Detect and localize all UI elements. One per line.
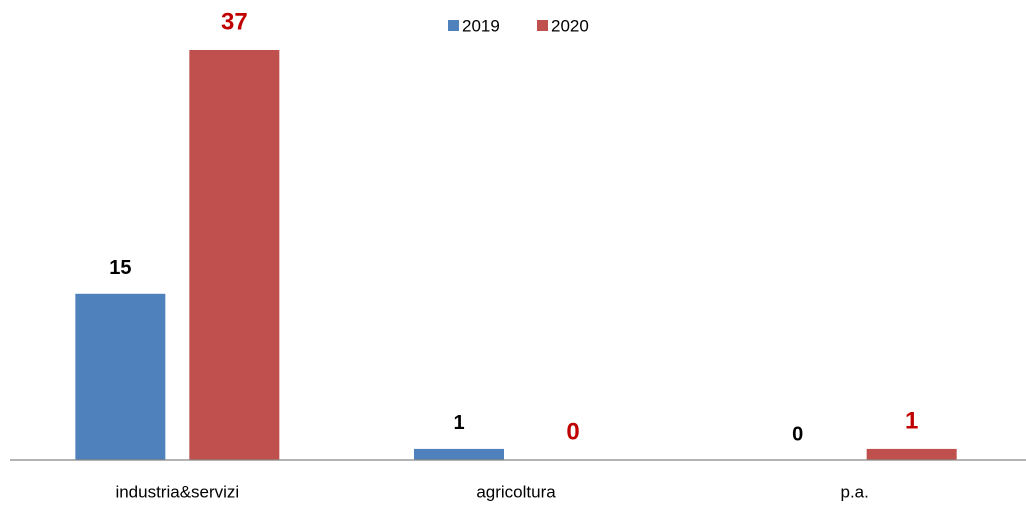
x-tick-label: agricoltura xyxy=(476,482,556,501)
data-label: 15 xyxy=(109,257,131,279)
bar xyxy=(414,448,504,460)
legend-label: 2020 xyxy=(551,16,589,35)
bar xyxy=(189,50,280,460)
bar xyxy=(75,293,166,460)
data-label: 0 xyxy=(792,423,803,445)
legend-swatch xyxy=(448,20,459,31)
data-label: 37 xyxy=(221,8,248,35)
legend-swatch xyxy=(537,20,548,31)
x-tick-label: industria&servizi xyxy=(115,482,239,501)
data-label: 1 xyxy=(905,407,918,434)
x-tick-label: p.a. xyxy=(840,482,868,501)
data-label: 0 xyxy=(566,418,579,445)
bar xyxy=(866,448,957,460)
data-label: 1 xyxy=(453,412,464,434)
legend-label: 2019 xyxy=(462,16,500,35)
